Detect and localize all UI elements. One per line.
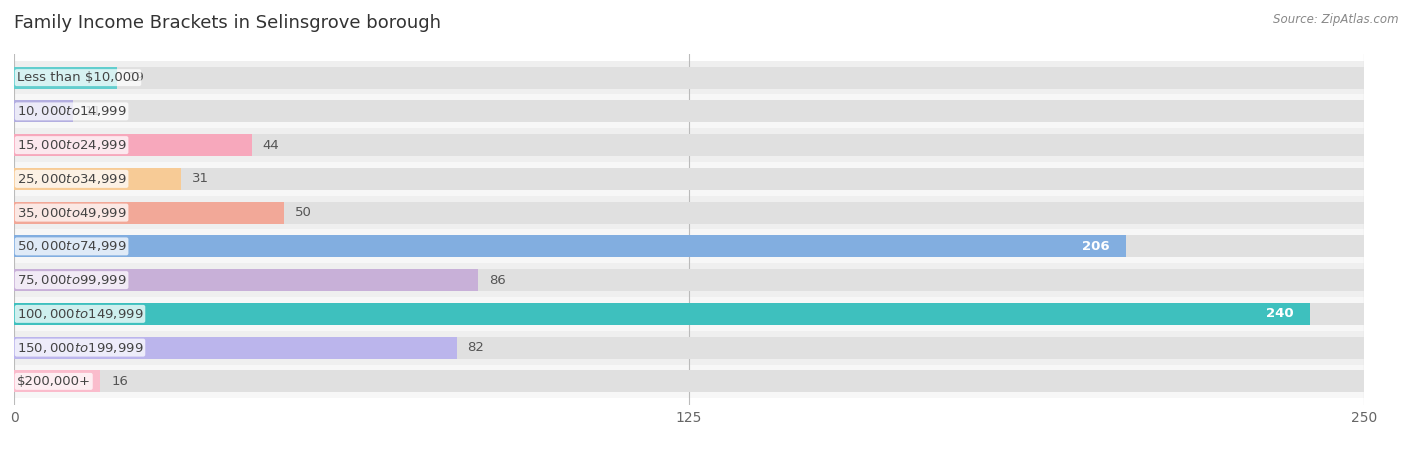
Bar: [14, 235, 1126, 257]
Text: $35,000 to $49,999: $35,000 to $49,999: [17, 206, 127, 220]
Bar: [14, 168, 181, 190]
Bar: [14, 61, 1364, 94]
Text: 86: 86: [489, 274, 506, 287]
Text: 31: 31: [193, 172, 209, 185]
Bar: [14, 230, 1364, 263]
Bar: [14, 364, 1364, 398]
Bar: [14, 128, 1364, 162]
Text: $75,000 to $99,999: $75,000 to $99,999: [17, 273, 127, 287]
Bar: [14, 269, 1364, 291]
Text: $25,000 to $34,999: $25,000 to $34,999: [17, 172, 127, 186]
Text: Family Income Brackets in Selinsgrove borough: Family Income Brackets in Selinsgrove bo…: [14, 14, 441, 32]
Text: $15,000 to $24,999: $15,000 to $24,999: [17, 138, 127, 152]
Bar: [14, 67, 1364, 89]
Bar: [14, 100, 1364, 122]
Bar: [14, 269, 478, 291]
Text: 50: 50: [295, 206, 312, 219]
Text: Less than $10,000: Less than $10,000: [17, 71, 139, 84]
Bar: [14, 235, 1364, 257]
Text: $150,000 to $199,999: $150,000 to $199,999: [17, 341, 143, 355]
Bar: [14, 134, 1364, 156]
Bar: [14, 303, 1310, 325]
Text: 11: 11: [84, 105, 101, 118]
Text: 19: 19: [128, 71, 145, 84]
Bar: [14, 303, 1364, 325]
Bar: [14, 202, 284, 224]
Text: Source: ZipAtlas.com: Source: ZipAtlas.com: [1274, 14, 1399, 27]
Text: 82: 82: [468, 341, 485, 354]
Bar: [14, 162, 1364, 196]
Bar: [14, 100, 73, 122]
Bar: [14, 94, 1364, 128]
Bar: [14, 297, 1364, 331]
Text: 44: 44: [263, 139, 280, 152]
Text: $10,000 to $14,999: $10,000 to $14,999: [17, 104, 127, 118]
Text: 16: 16: [111, 375, 128, 388]
Text: $200,000+: $200,000+: [17, 375, 91, 388]
Bar: [14, 168, 1364, 190]
Bar: [14, 331, 1364, 364]
Text: 206: 206: [1083, 240, 1111, 253]
Bar: [14, 67, 117, 89]
Text: $100,000 to $149,999: $100,000 to $149,999: [17, 307, 143, 321]
Bar: [14, 202, 1364, 224]
Bar: [14, 370, 1364, 392]
Bar: [14, 337, 1364, 359]
Bar: [14, 337, 457, 359]
Text: 240: 240: [1265, 307, 1294, 320]
Text: $50,000 to $74,999: $50,000 to $74,999: [17, 239, 127, 253]
Bar: [14, 134, 252, 156]
Bar: [14, 263, 1364, 297]
Bar: [14, 196, 1364, 230]
Bar: [14, 370, 100, 392]
